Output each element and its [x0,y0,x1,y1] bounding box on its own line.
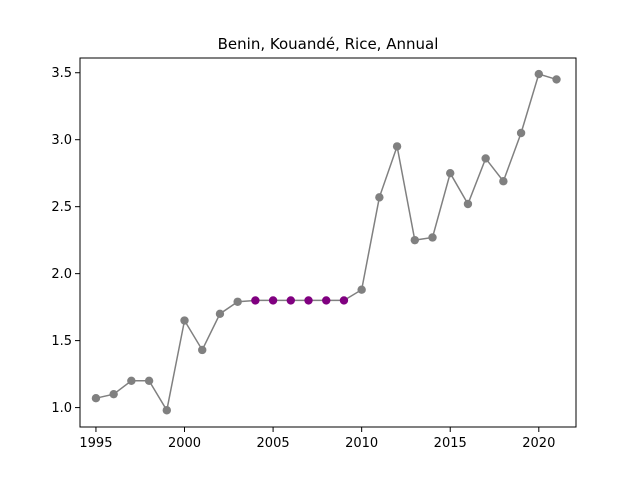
data-point [392,142,402,151]
data-point [410,235,419,245]
data-point [552,75,561,84]
data-point [428,233,437,242]
data-point [144,376,154,385]
highlighted-data-point [339,296,349,305]
y-tick-label: 2.5 [51,200,72,215]
x-tick-label: 2005 [257,436,290,451]
y-tick-label: 2.0 [51,267,72,282]
data-point [198,345,207,355]
y-tick-label: 1.5 [51,334,72,349]
highlighted-data-point [322,296,331,305]
data-point [375,193,384,202]
data-point [215,309,225,319]
data-point [463,199,473,209]
x-tick-label: 2000 [168,436,201,451]
highlighted-data-point [286,296,295,305]
data-point [481,154,490,163]
highlighted-data-point [251,296,260,305]
y-tick-label: 3.0 [51,133,72,148]
data-point [357,285,366,294]
data-point [180,316,189,325]
x-axis: 1995 2000 2005 2010 2015 2020 [79,427,555,451]
data-point [499,177,508,186]
data-point [127,376,136,385]
series-layer [91,69,561,415]
data-point [233,297,242,306]
y-axis: 1.0 1.5 2.0 2.5 3.0 3.5 [51,66,80,416]
y-tick-label: 1.0 [51,401,72,416]
data-point [109,389,118,399]
y-tick-label: 3.5 [51,66,72,81]
highlighted-data-point [268,296,278,305]
data-point [446,168,455,178]
x-tick-label: 2015 [434,436,467,451]
highlighted-data-point [304,296,313,305]
x-tick-label: 2010 [345,436,378,451]
data-point [534,69,543,79]
data-point [162,406,171,415]
x-tick-label: 2020 [522,436,555,451]
x-tick-label: 1995 [79,436,112,451]
plot-area-frame [79,57,577,428]
data-point [91,394,101,403]
series-line [95,73,557,413]
chart-title: Benin, Kouandé, Rice, Annual [218,35,439,53]
data-point [516,128,526,138]
